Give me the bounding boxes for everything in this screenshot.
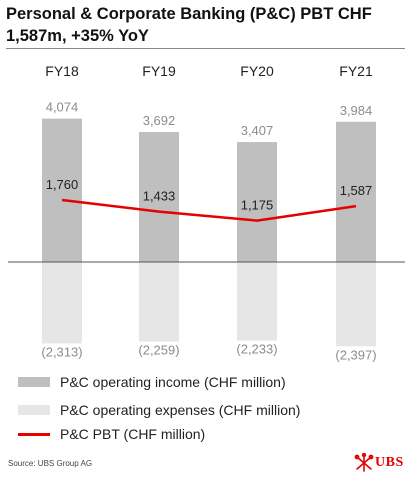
- x-tick-label: FY20: [240, 63, 274, 79]
- legend-item-pbt: P&C PBT (CHF million): [18, 424, 378, 444]
- expenses-value-label: (2,259): [138, 343, 179, 358]
- keys-icon: [354, 453, 374, 472]
- income-bar: [237, 142, 277, 262]
- income-bar: [336, 121, 376, 262]
- ubs-logo: UBS: [354, 452, 408, 474]
- legend-swatch-income: [18, 377, 50, 387]
- expenses-bar: [336, 262, 376, 347]
- income-bar: [139, 132, 179, 262]
- chart-canvas: FY18 4,074 (2,313) FY19 3,692 (2,259) FY20 3,40…: [8, 63, 405, 362]
- x-tick-label: FY21: [339, 63, 373, 79]
- pbt-value-label: 1,433: [143, 189, 176, 204]
- source-note: Source: UBS Group AG: [8, 459, 93, 468]
- legend-swatch-pbt: [18, 433, 50, 436]
- legend-item-expenses: P&C operating expenses (CHF million): [18, 400, 378, 420]
- legend-label-pbt: P&C PBT (CHF million): [60, 426, 206, 442]
- logo-text: UBS: [375, 455, 404, 470]
- x-tick-label: FY18: [45, 63, 79, 79]
- expenses-bar: [42, 262, 82, 344]
- income-bar: [42, 118, 82, 262]
- income-value-label: 4,074: [46, 100, 79, 115]
- pbt-value-label: 1,760: [46, 177, 79, 192]
- expenses-bar: [237, 262, 277, 341]
- income-value-label: 3,692: [143, 113, 176, 128]
- legend-label-income: P&C operating income (CHF million): [60, 374, 286, 390]
- x-tick-label: FY19: [142, 63, 176, 79]
- legend-label-expenses: P&C operating expenses (CHF million): [60, 402, 301, 418]
- legend-swatch-expenses: [18, 405, 50, 415]
- expenses-value-label: (2,233): [236, 342, 277, 357]
- legend-item-income: P&C operating income (CHF million): [18, 372, 378, 392]
- income-value-label: 3,984: [340, 103, 373, 118]
- pbt-value-label: 1,175: [241, 198, 274, 213]
- expenses-value-label: (2,397): [335, 347, 376, 362]
- pbt-value-label: 1,587: [340, 183, 373, 198]
- title-divider: [6, 48, 405, 49]
- income-value-label: 3,407: [241, 123, 274, 138]
- chart-title: Personal & Corporate Banking (P&C) PBT C…: [6, 5, 372, 45]
- expenses-value-label: (2,313): [41, 344, 82, 359]
- pbt-line: [61, 198, 357, 222]
- expenses-bar: [139, 262, 179, 342]
